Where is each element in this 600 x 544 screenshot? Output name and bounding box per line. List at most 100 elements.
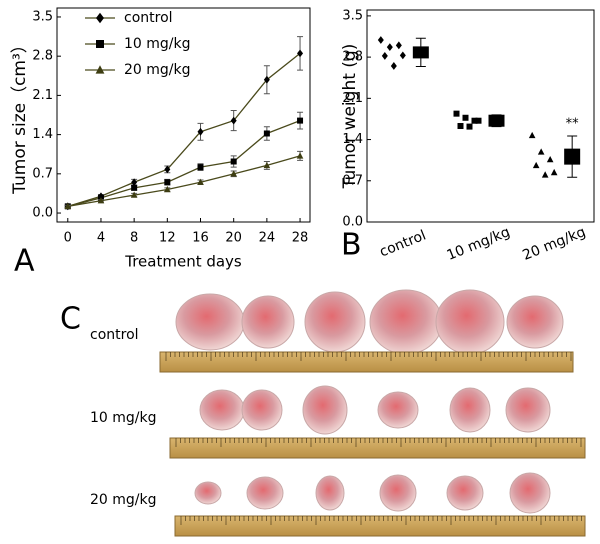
data-point	[297, 117, 304, 124]
data-point	[541, 171, 549, 178]
y-tick-label: 2.8	[32, 49, 53, 64]
data-point	[462, 114, 469, 121]
data-point	[466, 123, 473, 130]
data-point	[296, 152, 304, 159]
x-tick-label: 16	[192, 231, 209, 246]
tumor-photo	[505, 387, 551, 433]
ruler	[174, 515, 586, 537]
data-point	[230, 170, 237, 177]
data-point	[197, 178, 204, 185]
data-point	[130, 191, 138, 198]
x-tick-label: 24	[259, 231, 276, 246]
series-line	[67, 155, 301, 207]
data-point	[164, 185, 171, 193]
data-point	[230, 116, 237, 125]
tumor-photo	[241, 389, 283, 431]
data-point	[64, 202, 72, 210]
row-label: 10 mg/kg	[90, 410, 157, 426]
tumor-photo	[302, 385, 348, 435]
panel-label: B	[341, 228, 362, 263]
legend-marker	[96, 12, 104, 24]
data-point	[230, 158, 237, 165]
data-point	[457, 123, 464, 130]
x-tick-label: 10 mg/kg	[445, 224, 513, 264]
data-point	[537, 148, 545, 155]
x-tick-label: 20 mg/kg	[520, 224, 588, 264]
y-axis-label: Tumor size（cm³）	[10, 36, 30, 195]
mean-marker	[488, 114, 505, 127]
panel-label: A	[14, 244, 35, 279]
x-tick-label: 20	[225, 231, 242, 246]
data-point	[386, 43, 393, 51]
tumor-photo	[377, 391, 419, 429]
data-point	[453, 110, 460, 117]
data-point	[164, 165, 171, 174]
tumor-photo	[506, 295, 564, 349]
data-point	[263, 130, 270, 137]
y-tick-label: 2.1	[32, 88, 53, 103]
y-tick-label: 2.8	[342, 50, 363, 65]
legend-marker	[96, 40, 104, 48]
ruler	[169, 437, 586, 459]
tumor-photo	[199, 389, 245, 431]
plot-frame	[366, 9, 595, 223]
y-tick-label: 0.7	[342, 173, 363, 188]
legend-label: control	[124, 10, 173, 26]
tumor-photo	[194, 481, 222, 505]
y-tick-label: 0.0	[32, 206, 53, 221]
series-line	[67, 52, 301, 207]
tumor-photo	[379, 474, 417, 512]
tumor-photo	[315, 475, 345, 511]
tumor-photo	[435, 289, 505, 355]
data-point	[528, 131, 536, 139]
data-point	[390, 62, 397, 70]
x-tick-label: 12	[159, 231, 176, 246]
data-point	[197, 164, 204, 171]
panel-label: C	[60, 302, 81, 337]
data-point	[471, 117, 478, 124]
y-axis-label: Tumor weight (g)	[340, 44, 360, 190]
legend-marker	[95, 65, 105, 74]
tumor-photo	[509, 472, 551, 514]
data-point	[532, 161, 540, 169]
tumor-photo	[175, 293, 245, 351]
row-label: 20 mg/kg	[90, 492, 157, 508]
tumor-photo	[446, 475, 484, 511]
y-tick-label: 1.4	[342, 132, 363, 147]
tumor-photo	[246, 476, 284, 510]
y-tick-label: 0.0	[342, 215, 363, 230]
annotation: **	[566, 117, 580, 132]
tumor-photo	[304, 291, 366, 353]
ruler	[159, 351, 574, 373]
row-label: control	[90, 327, 139, 343]
tumor-photo	[449, 387, 491, 433]
data-point	[97, 197, 105, 204]
y-tick-label: 0.7	[32, 166, 53, 181]
x-tick-label: 28	[292, 231, 309, 246]
tumor-photo	[241, 295, 295, 349]
y-tick-label: 2.1	[342, 91, 363, 106]
data-point	[263, 161, 271, 169]
data-point	[131, 184, 138, 191]
data-point	[131, 178, 138, 187]
data-point	[395, 41, 402, 50]
series-line	[67, 119, 301, 207]
data-point	[550, 168, 558, 176]
x-tick-label: 4	[97, 231, 105, 246]
data-point	[546, 155, 554, 163]
data-point	[381, 52, 388, 60]
x-tick-label: 0	[64, 231, 72, 246]
tumor-photo	[369, 289, 443, 355]
legend-label: 20 mg/kg	[124, 62, 191, 78]
data-point	[377, 36, 384, 44]
data-point	[197, 127, 204, 136]
legend-label: 10 mg/kg	[124, 36, 191, 52]
data-point	[297, 49, 304, 58]
data-point	[263, 75, 270, 84]
mean-marker	[412, 46, 429, 59]
data-point	[399, 51, 406, 60]
y-tick-label: 3.5	[342, 8, 363, 23]
data-point	[475, 117, 482, 124]
x-tick-label: control	[377, 227, 428, 260]
